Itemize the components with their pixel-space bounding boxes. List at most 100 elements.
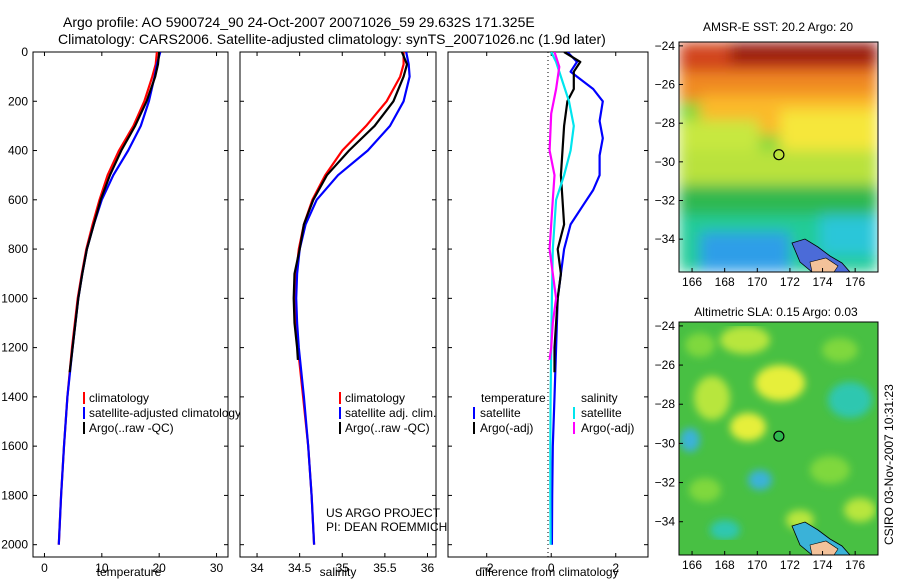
x-tick-label: 35.5 [373,561,397,575]
legend-title-salinity: salinity [581,391,618,405]
legend-label-temp-argo: Argo(-adj) [480,421,533,435]
legend-label-climatology: climatology [89,391,149,405]
legend-label-temp-satellite: satellite [480,406,521,420]
x-tick-label: 30 [210,561,224,575]
map-x-tick-label: 170 [747,558,767,572]
map-x-tick-label: 176 [845,558,865,572]
map-x-tick-label: 174 [813,275,833,289]
x-tick-label: 20 [152,561,166,575]
map-y-tick-label: −30 [655,155,676,169]
sla-argo-float-marker [773,430,785,442]
y-tick-label: 1600 [1,439,28,453]
map-x-tick-label: 170 [747,275,767,289]
sla-land-patch [809,540,839,555]
series-line-temperature-argo-adj [553,52,582,373]
salinity-panel: 34 34.5 35 35.5 36 salinity climatology sate… [239,51,447,579]
map-x-tick-label: 168 [715,558,735,572]
x-tick-label: 36 [421,561,435,575]
map-y-tick-label: −26 [655,358,676,372]
map-y-tick-label: −30 [655,436,676,450]
legend-title-temperature: temperature [481,391,546,405]
sla-map-field [679,322,878,555]
x-tick-label: 2 [612,561,619,575]
sst-argo-float-marker [773,149,785,161]
sst-map-ticks: 166 168 170 172 174 176 −24 −26 −28 −30 −32 −34 [655,39,866,289]
x-tick-label: 0 [548,561,555,575]
series-line-argo-raw-qc [68,52,161,373]
sst-land-patch [809,257,839,272]
legend-label-sal-satellite: satellite [581,406,622,420]
temperature-panel: 0 10 20 30 0 200 400 600 800 1000 1200 1400 1600 1800… [1,45,241,579]
legend-label-argo: Argo(..raw -QC) [89,421,174,435]
sla-map-frame [678,321,879,556]
temperature-xlabel: temperature [97,565,162,579]
sla-map-title: Altimetric SLA: 0.15 Argo: 0.03 [694,305,858,319]
map-x-tick-label: 172 [780,558,800,572]
map-x-tick-label: 172 [780,275,800,289]
y-tick-label: 1000 [1,291,28,305]
series-line-salinity-argo-adj [548,52,561,361]
map-y-tick-label: −24 [655,319,676,333]
sst-map-frame [678,41,879,273]
x-tick-label: 34 [250,561,264,575]
sla-map-ticks: 166 168 170 172 174 176 −24 −26 −28 −30 −32 −34 [655,319,866,572]
map-x-tick-label: 166 [682,558,702,572]
y-tick-label: 1200 [1,341,28,355]
difference-legend: temperature salinity satellite Argo(-adj… [473,391,634,435]
difference-lines [548,52,604,545]
series-line-argo-raw-qc [292,52,409,360]
salinity-ticks: 34 34.5 35 35.5 36 [240,51,436,575]
y-tick-label: 1800 [1,488,28,502]
temperature-legend: climatology satellite-adjusted climatolo… [83,391,241,435]
x-tick-label: 10 [95,561,109,575]
sst-map-panel: AMSR-E SST: 20.2 Argo: 20 166 168 170 172 [655,20,879,289]
y-tick-label: 600 [8,193,28,207]
sst-coastline-land [791,238,851,272]
csiro-timestamp: CSIRO 03-Nov-2007 10:31:23 [882,384,896,545]
legend-label-sal-argo: Argo(-adj) [581,421,634,435]
credit-project: US ARGO PROJECT [326,506,441,520]
x-tick-label: −2 [480,561,494,575]
legend-label-satellite-adjusted: satellite-adjusted climatology [89,406,241,420]
series-line-salinity-satellite [549,52,575,545]
legend-label-satellite-sal: satellite adj. clim. [345,406,436,420]
sst-map-field [679,42,878,272]
salinity-legend: climatology satellite adj. clim. Argo(..… [339,391,436,435]
salinity-lines [292,52,411,545]
x-tick-label: 35 [336,561,350,575]
y-tick-label: 800 [8,242,28,256]
difference-ticks: −2 0 2 [448,51,648,575]
map-y-tick-label: −34 [655,515,676,529]
figure-title-line2: Climatology: CARS2006. Satellite-adjuste… [58,31,606,47]
y-tick-label: 2000 [1,538,28,552]
map-y-tick-label: −32 [655,476,676,490]
map-y-tick-label: −28 [655,116,676,130]
legend-label-argo-sal: Argo(..raw -QC) [345,421,430,435]
map-x-tick-label: 174 [813,558,833,572]
y-tick-label: 0 [21,45,28,59]
map-x-tick-label: 166 [682,275,702,289]
difference-panel: −2 0 2 difference from climatology tempera… [447,51,649,579]
map-y-tick-label: −26 [655,78,676,92]
y-tick-label: 400 [8,144,28,158]
map-x-tick-label: 176 [845,275,865,289]
sst-map-title: AMSR-E SST: 20.2 Argo: 20 [703,20,853,34]
credit-pi: PI: DEAN ROEMMICH [326,520,447,534]
sla-map-panel: Altimetric SLA: 0.15 Argo: 0.03 [655,305,879,572]
x-tick-label: 34.5 [288,561,312,575]
y-tick-label: 200 [8,94,28,108]
difference-xlabel: difference from climatology [475,565,618,579]
temperature-ticks: 0 10 20 30 0 200 400 600 800 1000 1200 1400 1600 1800… [1,45,228,575]
map-x-tick-label: 168 [715,275,735,289]
temperature-lines [57,52,162,545]
y-tick-label: 1400 [1,390,28,404]
map-y-tick-label: −34 [655,232,676,246]
map-y-tick-label: −28 [655,397,676,411]
map-y-tick-label: −32 [655,193,676,207]
x-tick-label: 0 [41,561,48,575]
series-line-temperature-satellite [550,52,604,545]
sla-coastline-land [791,521,851,555]
salinity-axes-box [239,51,437,558]
map-y-tick-label: −24 [655,39,676,53]
